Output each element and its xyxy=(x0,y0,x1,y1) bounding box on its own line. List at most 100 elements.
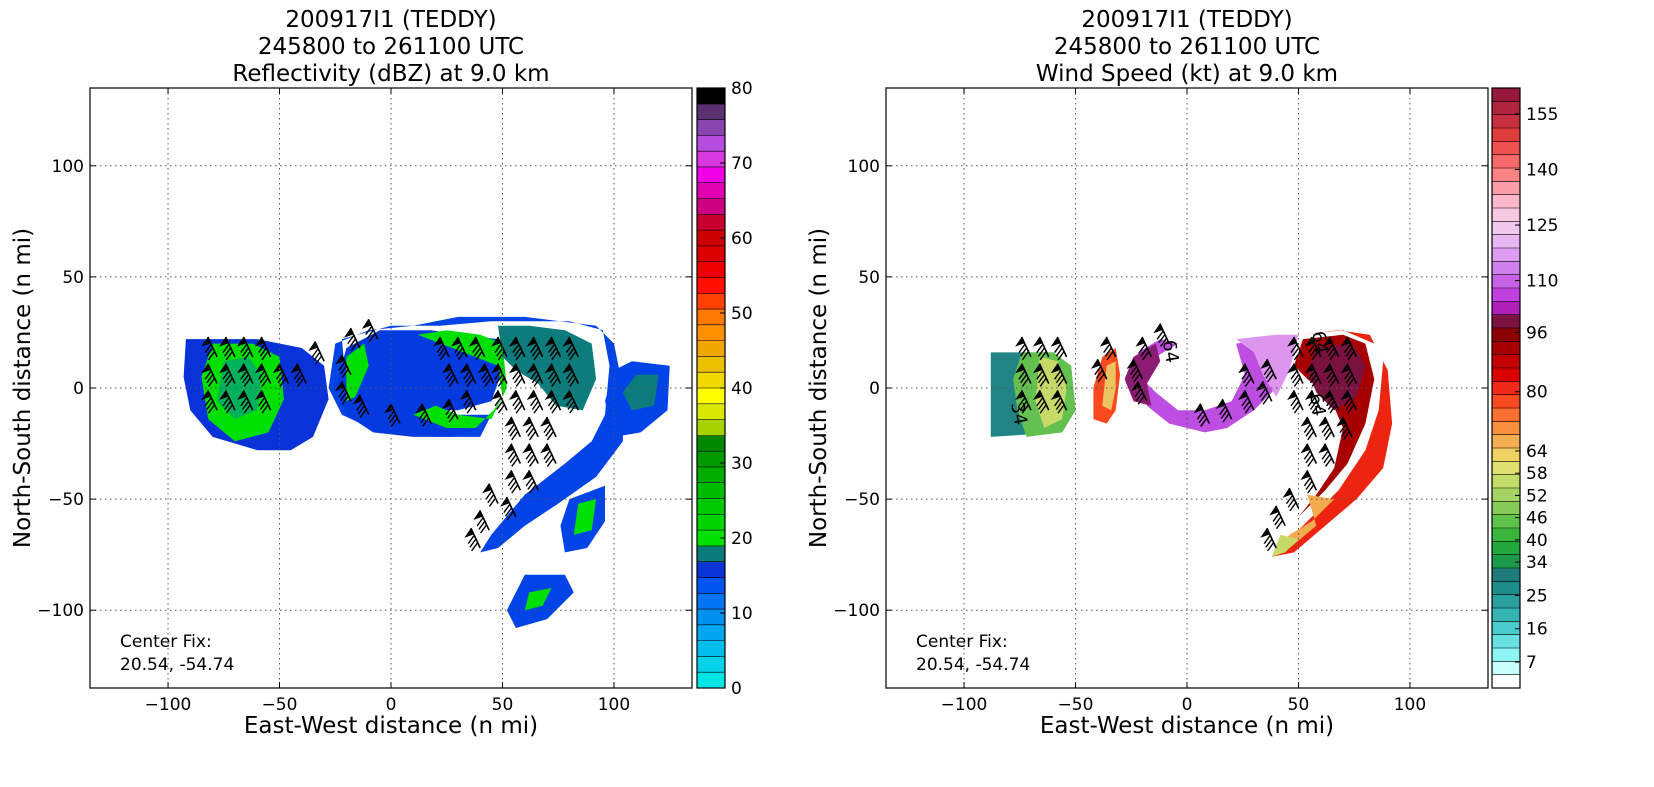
colorbar-bin xyxy=(697,624,725,642)
x-tick-label: 0 xyxy=(386,695,397,715)
colorbar-tick-label: 46 xyxy=(1526,509,1548,529)
wind-barb xyxy=(415,403,432,427)
wind-barb xyxy=(477,363,495,387)
data-region xyxy=(328,316,623,553)
chart-panel-2: 200917I1 (TEDDY)245800 to 261100 UTCWind… xyxy=(806,7,1558,739)
colorbar-bin xyxy=(1492,341,1520,356)
data-regions xyxy=(990,330,1393,557)
x-tick-label: −100 xyxy=(145,695,192,715)
wind-barb xyxy=(1050,363,1068,387)
wind-barb xyxy=(384,403,401,427)
wind-barb xyxy=(508,363,526,387)
wind-barb xyxy=(308,341,325,365)
colorbar-bin xyxy=(1492,154,1520,169)
wind-barb xyxy=(450,336,468,361)
chart-title-line: 200917I1 (TEDDY) xyxy=(285,7,496,33)
x-axis-label: East-West distance (n mi) xyxy=(1040,713,1334,739)
colorbar-bin xyxy=(697,561,725,578)
data-region xyxy=(1271,534,1299,557)
wind-barb xyxy=(1015,336,1032,361)
colorbar-bin xyxy=(697,514,725,531)
wind-barb xyxy=(1090,358,1108,383)
colorbar-frame xyxy=(1491,87,1521,689)
contour-label: 34 xyxy=(1006,401,1031,427)
colorbar-bin xyxy=(697,372,725,389)
colorbar-bin xyxy=(697,498,725,515)
wind-barb xyxy=(219,389,236,414)
wind-barb xyxy=(1304,363,1322,387)
colorbar-tick-label: 50 xyxy=(731,304,753,324)
colorbar-bin xyxy=(697,609,725,626)
colorbar-bin xyxy=(1492,381,1520,396)
wind-barb xyxy=(1304,389,1322,414)
wind-barb xyxy=(544,389,562,414)
wind-barb xyxy=(343,327,361,352)
wind-barb xyxy=(219,363,236,387)
colorbar-tick-label: 7 xyxy=(1526,653,1537,673)
center-fix-annotation: Center Fix: xyxy=(916,632,1008,652)
wind-barb xyxy=(1304,336,1322,361)
wind-barb xyxy=(526,389,544,414)
y-tick-label: 0 xyxy=(73,379,84,399)
colorbar-bin xyxy=(697,214,725,231)
colorbar-tick-label: 58 xyxy=(1526,464,1548,484)
chart-title-line: Reflectivity (dBZ) at 9.0 km xyxy=(232,61,549,87)
wind-barb xyxy=(1238,389,1255,414)
colorbar-bin xyxy=(697,277,725,294)
colorbar-bin xyxy=(1492,168,1520,182)
colorbar-tick-label: 34 xyxy=(1526,553,1548,573)
wind-barb xyxy=(352,394,370,418)
wind-barb xyxy=(1032,336,1050,361)
colorbar-bin xyxy=(1492,594,1520,609)
colorbar-bin xyxy=(697,182,725,200)
x-tick-label: 50 xyxy=(1288,695,1310,715)
colorbar: 0 10 20 30 40 50 60 70 80 xyxy=(696,79,753,699)
gridlines xyxy=(886,88,1488,688)
wind-barb xyxy=(1015,389,1032,414)
colorbar-bin xyxy=(1492,514,1520,529)
center-fix-annotation: 20.54, -54.74 xyxy=(120,655,234,675)
y-axis-label: North-South distance (n mi) xyxy=(10,228,36,548)
colorbar-bin xyxy=(1492,541,1520,556)
colorbar-bin xyxy=(697,198,725,215)
colorbar-bin xyxy=(1492,434,1520,449)
wind-barb xyxy=(464,527,481,552)
wind-barb xyxy=(1015,363,1032,387)
colorbar-bin xyxy=(1492,208,1520,222)
colorbar-tick-label: 70 xyxy=(731,154,753,174)
colorbar-bin xyxy=(1492,114,1520,129)
x-tick-label: 0 xyxy=(1182,695,1193,715)
colorbar-bin xyxy=(697,530,725,547)
colorbar-bin xyxy=(1492,421,1520,436)
colorbar-bin xyxy=(1492,621,1520,636)
wind-barb xyxy=(459,363,477,387)
wind-barb xyxy=(562,336,580,361)
wind-barb xyxy=(522,443,539,467)
wind-barb xyxy=(1318,443,1335,467)
colorbar-bin xyxy=(697,356,725,373)
wind-barb xyxy=(1300,469,1318,494)
data-region xyxy=(1102,361,1116,411)
colorbar-bin xyxy=(697,324,725,342)
wind-barb xyxy=(236,336,254,361)
data-regions xyxy=(183,316,670,628)
colorbar-bin xyxy=(1492,128,1520,142)
wind-barb xyxy=(201,363,218,387)
data-region xyxy=(573,499,597,535)
colorbar-bin xyxy=(1492,408,1520,422)
colorbar-tick-label: 40 xyxy=(731,379,753,399)
wind-barb xyxy=(1099,336,1117,361)
colorbar-bin xyxy=(697,593,725,610)
y-tick-label: 50 xyxy=(858,268,880,288)
wind-barbs xyxy=(1015,323,1358,552)
y-axis-label: North-South distance (n mi) xyxy=(806,228,832,548)
wind-barb xyxy=(1135,336,1153,361)
data-region xyxy=(346,343,369,402)
colorbar-bin xyxy=(1492,608,1520,622)
colorbar-bin xyxy=(1492,448,1520,462)
y-tick-label: −100 xyxy=(37,601,84,621)
colorbar-bin xyxy=(1492,394,1520,409)
wind-barb xyxy=(272,363,290,387)
colorbar-tick-label: 60 xyxy=(731,229,753,249)
wind-barb xyxy=(468,336,486,361)
